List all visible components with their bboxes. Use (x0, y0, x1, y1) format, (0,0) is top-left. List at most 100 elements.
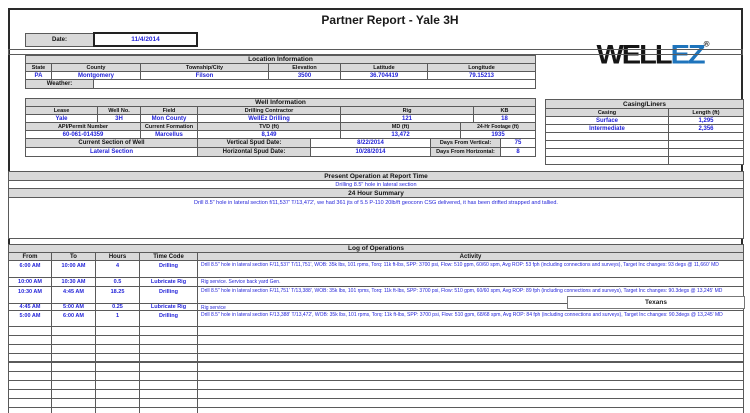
log-to[interactable]: 6:00 AM (52, 311, 96, 327)
casing-value-length[interactable]: 2,356 (669, 125, 744, 133)
casing-value-length[interactable]: 1,295 (669, 117, 744, 125)
well-value-kb[interactable]: 18 (474, 115, 536, 123)
logo-text-well: WELL (596, 40, 672, 70)
table-row (546, 141, 744, 149)
table-row: Surface 1,295 (546, 117, 744, 125)
summary-24hr-box[interactable]: Drill 8.5" hole in lateral section f/11,… (9, 198, 744, 239)
table-row: 10:30 AM 4:45 AM 18.25 Drilling Drill 8.… (9, 287, 744, 304)
location-value-latitude[interactable]: 36.704419 (341, 72, 428, 80)
well-header-well-no: Well No. (98, 107, 141, 115)
log-time-code[interactable]: Lubricate Rig (140, 278, 198, 287)
present-operation-title: Present Operation at Report Time (9, 172, 744, 181)
log-from[interactable]: 10:30 AM (9, 287, 52, 304)
log-header-to: To (52, 253, 96, 261)
well-value-lease[interactable]: Yale (26, 115, 98, 123)
spacer-row (8, 49, 743, 55)
well-value-contractor[interactable]: WellEz Drilling (198, 115, 341, 123)
well-value-api[interactable]: 60-061-014359 (26, 131, 141, 139)
log-hours[interactable]: 4 (96, 261, 140, 278)
log-to[interactable]: 10:30 AM (52, 278, 96, 287)
log-time-code[interactable]: Lubricate Rig (140, 304, 198, 311)
date-label: Date: (26, 34, 94, 47)
days-horizontal-value[interactable]: 8 (501, 148, 536, 157)
table-row: Intermediate 2,356 (546, 125, 744, 133)
location-header-latitude: Latitude (341, 64, 428, 72)
log-from[interactable]: 6:00 AM (9, 261, 52, 278)
well-header-contractor: Drilling Contractor (198, 107, 341, 115)
well-info-section-title: Well Information (26, 99, 536, 107)
page-title: Partner Report - Yale 3H (321, 13, 459, 27)
location-header-county: County (52, 64, 141, 72)
casing-section-title: Casing/Liners (546, 100, 744, 109)
well-header-md: MD (ft) (341, 123, 461, 131)
summary-24hr-title: 24 Hour Summary (9, 189, 744, 198)
current-section-value[interactable]: Lateral Section (26, 148, 198, 157)
horizontal-spud-label: Horizontal Spud Date: (198, 148, 311, 157)
location-value-elevation[interactable]: 3500 (269, 72, 341, 80)
log-time-code[interactable]: Drilling (140, 261, 198, 278)
weather-value[interactable] (94, 80, 536, 89)
location-value-longitude[interactable]: 79.15213 (428, 72, 536, 80)
table-row (9, 363, 744, 372)
table-row (9, 390, 744, 399)
log-activity[interactable]: Drill 8.5" hole in lateral section F/11,… (198, 287, 744, 304)
location-value-township[interactable]: Filson (141, 72, 269, 80)
log-time-code[interactable]: Drilling (140, 311, 198, 327)
log-header-hours: Hours (96, 253, 140, 261)
wellez-logo: WELLEZ® (560, 41, 746, 69)
date-field[interactable]: 11/4/2014 (93, 32, 198, 47)
casing-value-name[interactable]: Surface (546, 117, 669, 125)
log-section-title: Log of Operations (9, 245, 744, 253)
well-value-footage[interactable]: 1935 (461, 131, 536, 139)
well-value-formation[interactable]: Marcellus (141, 131, 198, 139)
location-header-township: Township/City (141, 64, 269, 72)
log-from[interactable]: 5:00 AM (9, 311, 52, 327)
log-to[interactable]: 4:45 AM (52, 287, 96, 304)
log-hours[interactable]: 1 (96, 311, 140, 327)
location-value-state[interactable]: PA (26, 72, 52, 80)
well-info-section: Well Information Lease Well No. Field Dr… (25, 98, 536, 157)
location-value-county[interactable]: Montgomery (52, 72, 141, 80)
well-header-kb: KB (474, 107, 536, 115)
casing-value-name[interactable]: Intermediate (546, 125, 669, 133)
log-from[interactable]: 4:45 AM (9, 304, 52, 311)
well-header-api: API/Permit Number (26, 123, 141, 131)
log-hours[interactable]: 0.25 (96, 304, 140, 311)
table-row (9, 399, 744, 408)
log-activity[interactable]: Drill 8.5" hole in lateral section F/11,… (198, 261, 744, 278)
log-hours[interactable]: 0.5 (96, 278, 140, 287)
well-header-lease: Lease (26, 107, 98, 115)
date-value: 11/4/2014 (131, 36, 160, 43)
log-time-code[interactable]: Drilling (140, 287, 198, 304)
log-activity[interactable]: Rig service. Service back yard Gen. (198, 278, 744, 287)
log-activity[interactable]: Drill 8.5" hole in lateral section F/13,… (198, 311, 744, 327)
well-value-tvd[interactable]: 8,149 (198, 131, 341, 139)
present-operation-value[interactable]: Drilling 8.5" hole in lateral section (9, 181, 744, 189)
table-row (9, 372, 744, 381)
well-value-md[interactable]: 13,472 (341, 131, 461, 139)
log-to[interactable]: 5:00 AM (52, 304, 96, 311)
table-row (9, 345, 744, 354)
casing-header-casing: Casing (546, 109, 669, 117)
table-row (9, 336, 744, 345)
days-vertical-value[interactable]: 75 (501, 139, 536, 148)
weather-label: Weather: (26, 80, 94, 89)
log-to[interactable]: 10:00 AM (52, 261, 96, 278)
log-header-time-code: Time Code (140, 253, 198, 261)
well-header-rig: Rig (341, 107, 474, 115)
table-row: 5:00 AM 6:00 AM 1 Drilling Drill 8.5" ho… (9, 311, 744, 327)
table-row (9, 327, 744, 336)
table-row (546, 157, 744, 165)
log-section: Log of Operations From To Hours Time Cod… (8, 244, 744, 413)
well-value-rig[interactable]: 121 (341, 115, 474, 123)
table-row: 4:45 AM 5:00 AM 0.25 Lubricate Rig Rig s… (9, 304, 744, 311)
log-header-activity: Activity (198, 253, 744, 261)
table-row (9, 408, 744, 413)
vertical-spud-value[interactable]: 8/22/2014 (311, 139, 431, 148)
well-value-field[interactable]: Mon County (141, 115, 198, 123)
log-from[interactable]: 10:00 AM (9, 278, 52, 287)
horizontal-spud-value[interactable]: 10/28/2014 (311, 148, 431, 157)
log-hours[interactable]: 18.25 (96, 287, 140, 304)
well-value-well-no[interactable]: 3H (98, 115, 141, 123)
location-section: Location Information State County Townsh… (25, 55, 536, 89)
